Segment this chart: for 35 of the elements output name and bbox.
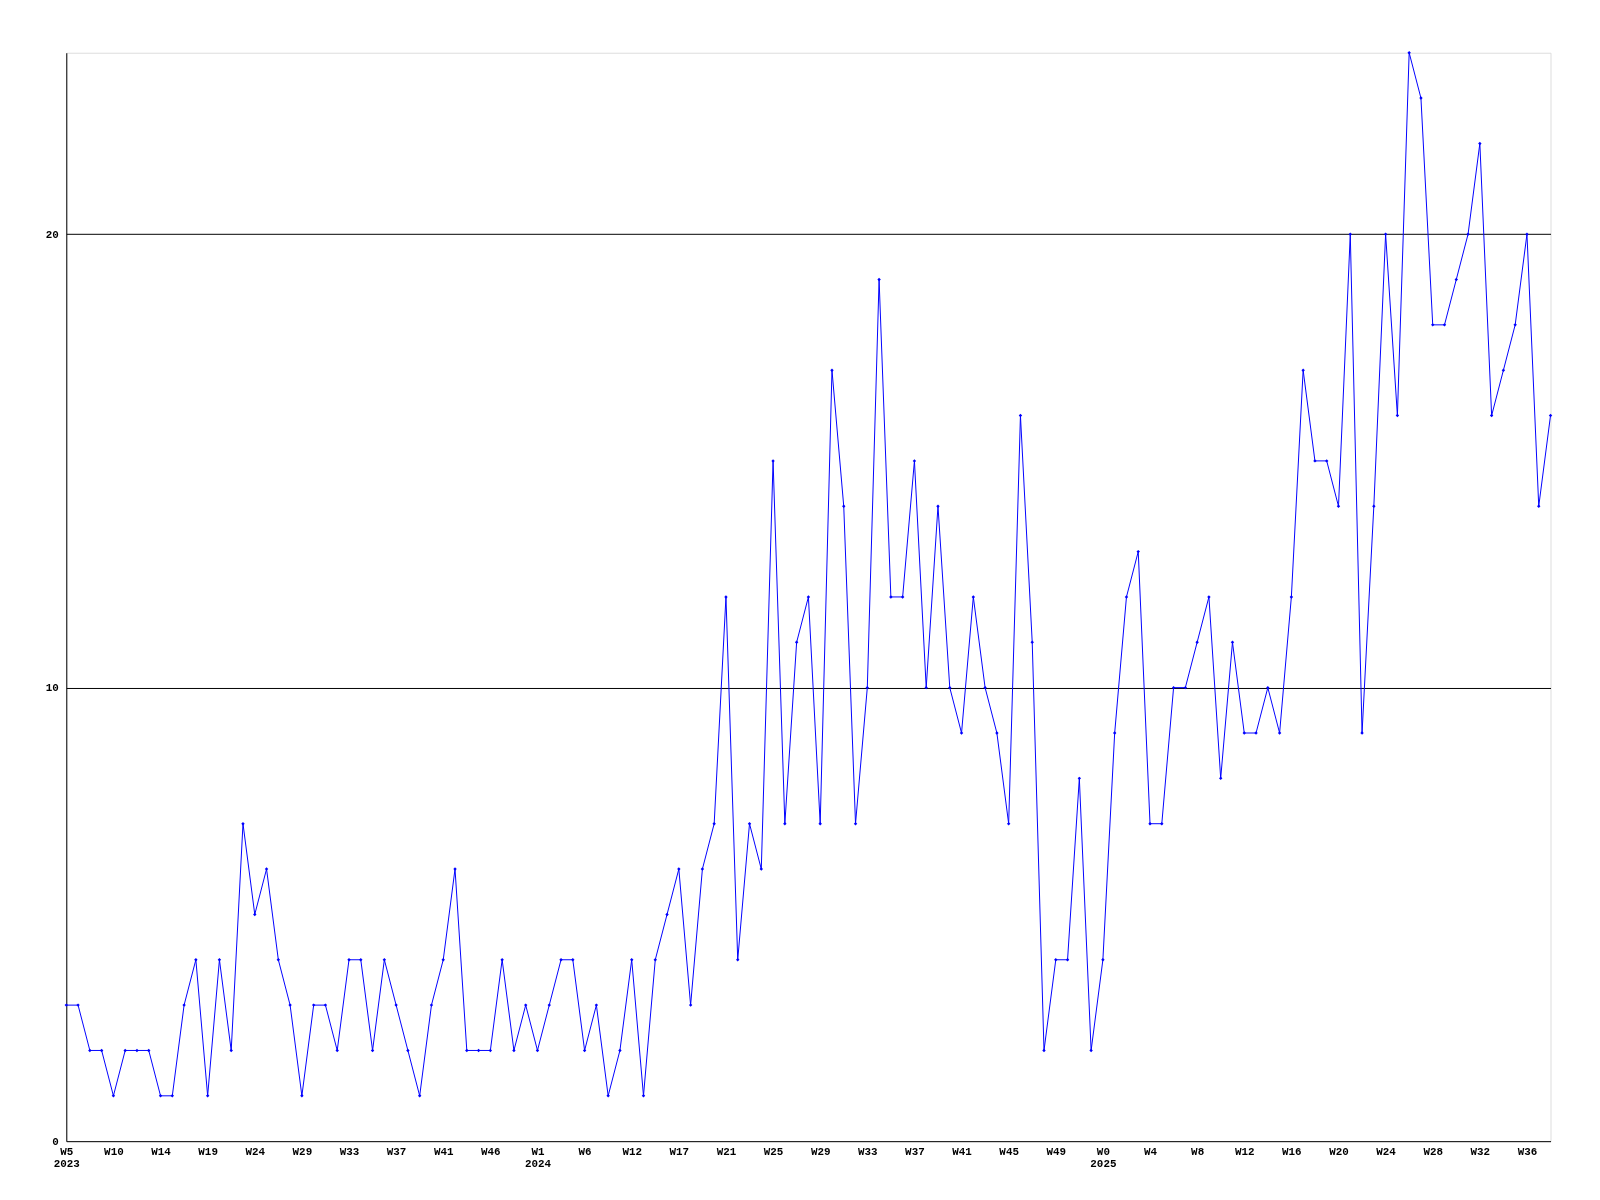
x-tick-label: W10 <box>104 1145 124 1158</box>
x-tick-label: W45 <box>999 1145 1019 1158</box>
x-tick-label: W41 <box>952 1145 973 1158</box>
x-tick-label: W6 <box>578 1145 592 1158</box>
x-tick-label: W14 <box>151 1145 172 1158</box>
y-tick-label: 10 <box>45 682 59 695</box>
x-tick-label: W12 <box>1234 1145 1255 1158</box>
x-tick-label: W28 <box>1423 1145 1444 1158</box>
x-tick-label: W46 <box>481 1145 501 1158</box>
y-tick-label: 0 <box>52 1135 59 1148</box>
x-tick-label: W4 <box>1143 1145 1158 1158</box>
x-tick-label: W37 <box>905 1145 925 1158</box>
x-tick-label: W37 <box>386 1145 407 1158</box>
x-tick-label: W1 2024 <box>524 1145 552 1171</box>
x-tick-label: W21 <box>716 1145 737 1158</box>
x-tick-label: W49 <box>1046 1145 1067 1158</box>
x-tick-label: W29 <box>810 1145 831 1158</box>
x-tick-label: W17 <box>669 1145 690 1158</box>
x-tick-label: W12 <box>622 1145 643 1158</box>
x-tick-label: W24 <box>1376 1145 1397 1158</box>
x-tick-label: W41 <box>433 1145 454 1158</box>
x-tick-label: W0 2025 <box>1090 1145 1117 1171</box>
x-tick-label: W20 <box>1329 1145 1349 1158</box>
x-tick-label: W24 <box>245 1145 266 1158</box>
x-tick-label: W29 <box>292 1145 313 1158</box>
x-tick-label: W25 <box>763 1145 784 1158</box>
x-tick-label: W16 <box>1282 1145 1302 1158</box>
x-tick-label: W36 <box>1517 1145 1538 1158</box>
x-tick-label: W33 <box>858 1145 878 1158</box>
x-tick-label: W32 <box>1470 1145 1491 1158</box>
x-tick-label: W33 <box>339 1145 360 1158</box>
x-tick-label: W19 <box>198 1145 218 1158</box>
x-tick-label: W8 <box>1191 1145 1205 1158</box>
y-tick-label: 20 <box>45 228 59 241</box>
x-tick-label: W5 2023 <box>53 1145 80 1171</box>
